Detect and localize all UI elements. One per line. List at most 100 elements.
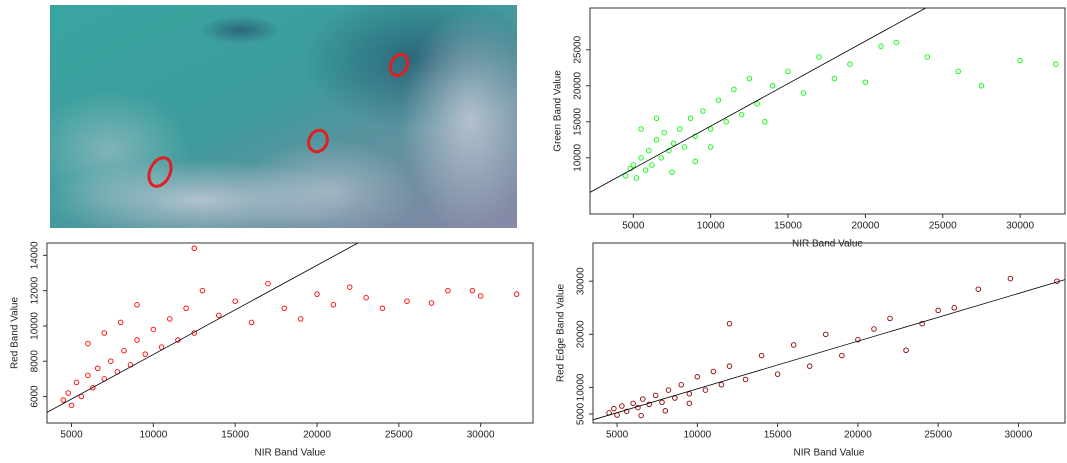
x-tick-label: 20000	[852, 221, 880, 232]
point	[754, 101, 760, 107]
point	[297, 316, 304, 322]
point	[642, 167, 649, 173]
point	[68, 402, 75, 409]
point	[73, 379, 80, 386]
point	[1017, 57, 1023, 64]
x-tick-label: 20000	[844, 430, 872, 441]
point	[687, 115, 694, 121]
point	[513, 291, 520, 297]
point	[686, 391, 693, 397]
point	[823, 331, 829, 338]
point	[445, 287, 451, 294]
point	[101, 330, 108, 336]
y-tick-label: 14000	[30, 241, 41, 269]
point	[469, 287, 476, 294]
y-tick-label: 5000	[576, 402, 587, 425]
point	[731, 86, 737, 93]
y-tick-label: 10000	[30, 312, 41, 340]
point	[847, 61, 853, 67]
point	[622, 173, 629, 179]
point	[638, 412, 644, 419]
point	[672, 395, 678, 401]
point	[975, 286, 982, 292]
point	[90, 384, 96, 391]
point	[363, 294, 369, 301]
point	[85, 372, 91, 379]
point	[694, 374, 701, 380]
point	[681, 144, 688, 150]
point	[658, 155, 664, 161]
point	[630, 162, 637, 168]
x-tick-label: 30000	[1006, 221, 1034, 232]
y-tick-label: 10000	[573, 143, 584, 171]
point	[785, 68, 791, 75]
point	[669, 169, 675, 175]
x-axis-title: NIR Band Value	[794, 448, 865, 459]
x-tick-label: 25000	[385, 430, 413, 441]
point	[142, 351, 148, 357]
point	[477, 293, 484, 299]
point	[862, 79, 869, 85]
point	[871, 326, 877, 332]
point	[314, 291, 320, 297]
point	[746, 75, 753, 82]
point	[166, 316, 173, 322]
point	[428, 300, 435, 306]
point	[633, 175, 640, 181]
point	[78, 393, 85, 400]
point	[121, 347, 127, 354]
point	[638, 126, 644, 132]
point	[646, 401, 652, 408]
x-tick-label: 30000	[1005, 430, 1033, 441]
point	[94, 365, 101, 372]
point	[638, 155, 644, 161]
x-tick-label: 10000	[683, 430, 711, 441]
y-tick-label: 20000	[576, 320, 587, 348]
point	[183, 305, 189, 312]
point	[816, 54, 822, 60]
point	[653, 137, 660, 143]
x-axis-title: NIR Band Value	[255, 448, 326, 459]
point	[855, 336, 861, 343]
point	[919, 320, 925, 327]
point	[903, 347, 909, 354]
point	[774, 371, 781, 377]
point	[404, 298, 410, 304]
point	[232, 298, 238, 304]
y-tick-label: 15000	[573, 107, 584, 135]
point	[762, 119, 768, 125]
point	[935, 307, 941, 314]
point	[924, 54, 931, 60]
point	[878, 43, 884, 49]
point	[134, 337, 140, 343]
point	[726, 320, 733, 327]
x-tick-label: 15000	[221, 430, 249, 441]
y-axis-title: Green Band Value	[553, 70, 564, 152]
x-tick-label: 5000	[622, 221, 645, 232]
point	[117, 319, 124, 326]
aerial-image	[50, 5, 517, 228]
point	[653, 115, 660, 121]
point	[191, 245, 198, 252]
point	[652, 392, 659, 399]
point	[649, 162, 655, 168]
y-tick-label: 8000	[30, 350, 41, 373]
plot-frame	[589, 7, 1066, 215]
point	[623, 408, 630, 415]
point	[887, 315, 893, 322]
point	[662, 408, 668, 414]
point	[726, 363, 733, 369]
x-tick-label: 25000	[929, 221, 957, 232]
y-axis-title: Red Edge Band Value	[556, 283, 567, 382]
trend-line	[46, 242, 359, 413]
point	[707, 126, 714, 132]
point	[611, 405, 617, 412]
point	[742, 376, 749, 383]
y-tick-label: 30000	[576, 267, 587, 295]
point	[630, 400, 636, 407]
point	[769, 83, 776, 89]
plot-frame	[46, 242, 534, 424]
point	[700, 108, 706, 114]
x-tick-label: 5000	[606, 430, 629, 441]
